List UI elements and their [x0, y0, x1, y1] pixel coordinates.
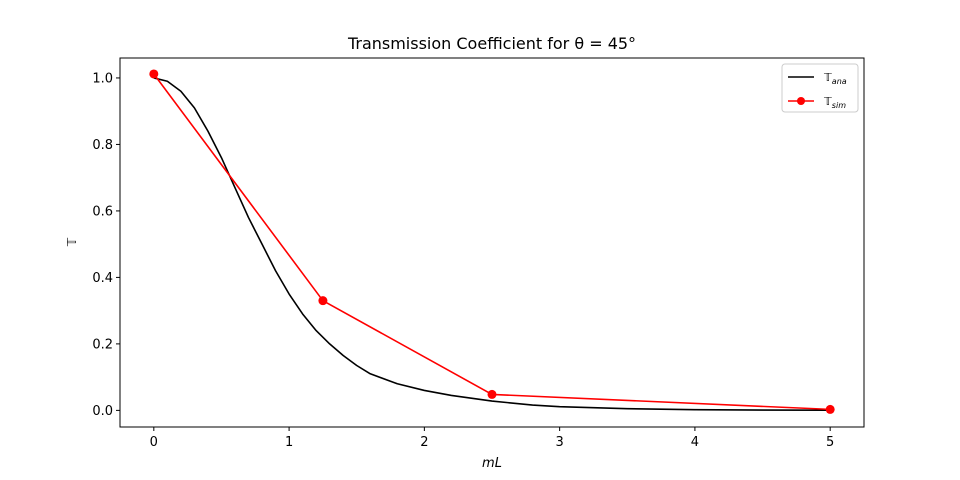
y-tick-label: 0.6 — [92, 204, 113, 219]
x-axis-label: mL — [482, 456, 502, 471]
data-point-sim — [825, 404, 835, 414]
plot-frame — [119, 57, 865, 428]
x-tick-label: 0 — [150, 435, 158, 450]
y-axis-label: 𝕋 — [65, 237, 79, 247]
legend-label-main: 𝕋 — [823, 95, 832, 108]
y-tick-label: 0.2 — [92, 337, 113, 352]
x-tick-label: 1 — [285, 435, 293, 450]
data-point-sim — [318, 296, 328, 306]
axis-layer: 0 1 2 3 4 5 0.0 0.2 0.4 0.6 0.8 1.0 — [92, 71, 834, 450]
series-layer — [149, 69, 835, 414]
legend-box — [781, 63, 859, 113]
data-point-sim — [149, 69, 159, 79]
y-tick-label: 1.0 — [92, 71, 113, 86]
legend-label-ana: 𝕋ana — [823, 71, 847, 86]
x-tick-label: 3 — [555, 435, 563, 450]
x-tick-label: 5 — [826, 435, 834, 450]
legend-marker-sim — [797, 97, 805, 105]
y-tick-label: 0.0 — [92, 404, 113, 419]
chart-title: Transmission Coefficient for θ = 45° — [347, 34, 636, 53]
data-point-sim — [487, 389, 497, 399]
legend-label-sub: sim — [832, 101, 846, 110]
x-tick-label: 4 — [691, 435, 699, 450]
x-tick-label: 2 — [420, 435, 428, 450]
legend-label-main: 𝕋 — [823, 71, 832, 84]
y-tick-label: 0.8 — [92, 138, 113, 153]
series-line-ana — [153, 77, 831, 412]
legend-label-sim: 𝕋sim — [823, 95, 846, 110]
series-line-sim — [153, 73, 831, 411]
y-tick-label: 0.4 — [92, 271, 113, 286]
legend-label-sub: ana — [832, 77, 847, 86]
plot-area — [120, 58, 864, 427]
